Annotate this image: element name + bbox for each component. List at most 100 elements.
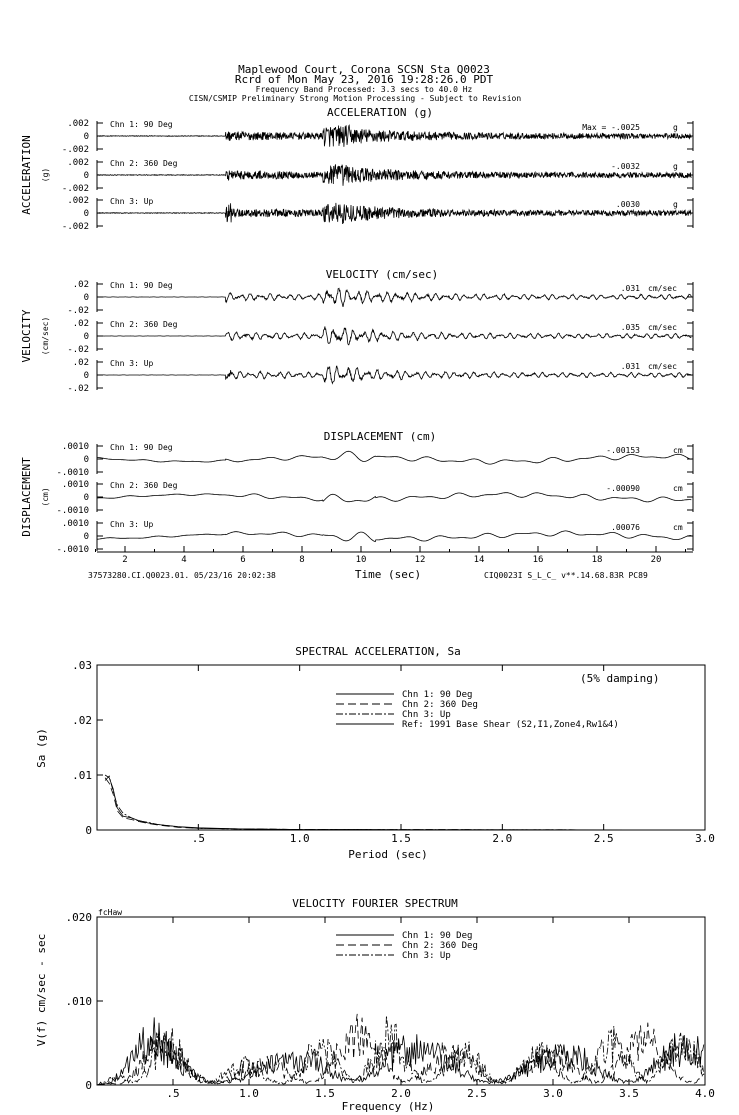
disp-yunit: (cm)	[41, 487, 50, 506]
peak-value: .035	[621, 323, 640, 332]
x-tick-label: 1.0	[239, 1087, 259, 1100]
y-tick-label: .03	[72, 659, 92, 672]
y-tick-label: .02	[72, 714, 92, 727]
fourier-xlabel: Frequency (Hz)	[342, 1100, 435, 1113]
channel-label: Chn 2: 360 Deg	[110, 159, 178, 168]
x-tick-label: 6	[240, 555, 245, 565]
processing-note: CISN/CSMIP Preliminary Strong Motion Pro…	[189, 94, 522, 103]
vel-yunit: (cm/sec)	[41, 317, 50, 356]
waveform-trace	[97, 287, 692, 307]
x-tick-label: 10	[356, 555, 367, 565]
peak-unit: cm/sec	[648, 284, 677, 293]
accel-yunit: (g)	[41, 168, 50, 182]
y-tick-label: -.002	[62, 184, 89, 194]
sa-ylabel: Sa (g)	[35, 728, 48, 768]
x-tick-label: 1.0	[290, 832, 310, 845]
y-tick-label: -.0010	[56, 468, 89, 478]
sa-title: SPECTRAL ACCELERATION, Sa	[295, 645, 461, 658]
peak-unit: cm	[673, 446, 683, 455]
x-tick-label: 4.0	[695, 1087, 715, 1100]
peak-unit: g	[673, 123, 678, 132]
peak-unit: cm	[673, 523, 683, 532]
channel-label: Chn 2: 360 Deg	[110, 320, 178, 329]
waveform-trace	[97, 365, 692, 385]
x-tick-label: .5	[166, 1087, 179, 1100]
sa-xlabel: Period (sec)	[348, 848, 427, 861]
x-tick-label: 14	[474, 555, 485, 565]
y-tick-label: 0	[84, 371, 89, 381]
y-tick-label: .020	[66, 911, 93, 924]
channel-label: Chn 1: 90 Deg	[110, 281, 173, 290]
y-tick-label: .010	[66, 995, 93, 1008]
legend-label: Chn 3: Up	[402, 710, 451, 720]
x-tick-label: 3.0	[543, 1087, 563, 1100]
x-tick-label: 8	[299, 555, 304, 565]
y-tick-label: .0010	[62, 442, 89, 452]
fourier-corner-label: fcHaw	[98, 908, 122, 917]
legend-label: Chn 1: 90 Deg	[402, 690, 472, 700]
x-tick-label: 20	[651, 555, 662, 565]
sa-curve	[104, 775, 706, 831]
y-tick-label: 0	[84, 532, 89, 542]
x-tick-label: 1.5	[315, 1087, 335, 1100]
vel-title: VELOCITY (cm/sec)	[326, 268, 439, 281]
channel-label: Chn 3: Up	[110, 359, 154, 368]
waveform-trace	[97, 450, 692, 465]
x-tick-label: 2.5	[594, 832, 614, 845]
x-tick-label: .5	[192, 832, 205, 845]
peak-value: .0030	[616, 200, 640, 209]
y-tick-label: .002	[67, 119, 89, 129]
accel-ylabel: ACCELERATION	[20, 135, 33, 214]
y-tick-label: 0	[85, 1079, 92, 1092]
peak-value: -.0032	[611, 162, 640, 171]
channel-label: Chn 2: 360 Deg	[110, 481, 178, 490]
y-tick-label: 0	[84, 293, 89, 303]
legend-label: Chn 2: 360 Deg	[402, 941, 478, 951]
waveform-trace	[96, 124, 692, 147]
disp-title: DISPLACEMENT (cm)	[324, 430, 437, 443]
y-tick-label: .0010	[62, 480, 89, 490]
footer-right: CIQ0023I S_L_C_ v**.14.68.83R PC89	[484, 571, 648, 580]
y-tick-label: 0	[84, 455, 89, 465]
x-tick-label: 1.5	[391, 832, 411, 845]
fourier-ylabel: V(f) cm/sec - sec	[35, 934, 48, 1047]
legend-label: Chn 3: Up	[402, 951, 451, 961]
y-tick-label: -.02	[67, 345, 89, 355]
time-xlabel: Time (sec)	[355, 568, 421, 581]
peak-value: .031	[621, 284, 640, 293]
channel-label: Chn 3: Up	[110, 520, 154, 529]
y-tick-label: 0	[84, 132, 89, 142]
channel-label: Chn 3: Up	[110, 197, 154, 206]
fourier-curve	[96, 1017, 705, 1086]
waveform-trace	[97, 326, 692, 346]
waveform-trace	[96, 202, 692, 225]
y-tick-label: -.0010	[56, 506, 89, 516]
accel-title: ACCELERATION (g)	[327, 106, 433, 119]
y-tick-label: .02	[73, 319, 89, 329]
sa-curve	[104, 774, 706, 831]
y-tick-label: 0	[84, 209, 89, 219]
plot-frame	[96, 664, 706, 831]
y-tick-label: .02	[73, 358, 89, 368]
x-tick-label: 2.0	[391, 1087, 411, 1100]
y-tick-label: 0	[85, 824, 92, 837]
x-tick-label: 3.0	[695, 832, 715, 845]
x-tick-label: 12	[415, 555, 426, 565]
peak-unit: cm/sec	[648, 323, 677, 332]
waveform-trace	[96, 164, 692, 186]
frequency-band: Frequency Band Processed: 3.3 secs to 40…	[256, 85, 473, 94]
waveform-trace	[97, 492, 692, 503]
waveform-trace	[96, 530, 692, 543]
fourier-curve	[96, 1013, 704, 1086]
x-tick-label: 2.5	[467, 1087, 487, 1100]
y-tick-label: 0	[84, 332, 89, 342]
fourier-curve	[96, 1015, 705, 1086]
x-tick-label: 4	[181, 555, 186, 565]
peak-value: Max = -.0025	[582, 123, 640, 132]
channel-label: Chn 1: 90 Deg	[110, 120, 173, 129]
channel-label: Chn 1: 90 Deg	[110, 443, 173, 452]
y-tick-label: .0010	[62, 519, 89, 529]
record-date: Rcrd of Mon May 23, 2016 19:28:26.0 PDT	[235, 73, 494, 86]
y-tick-label: -.002	[62, 222, 89, 232]
